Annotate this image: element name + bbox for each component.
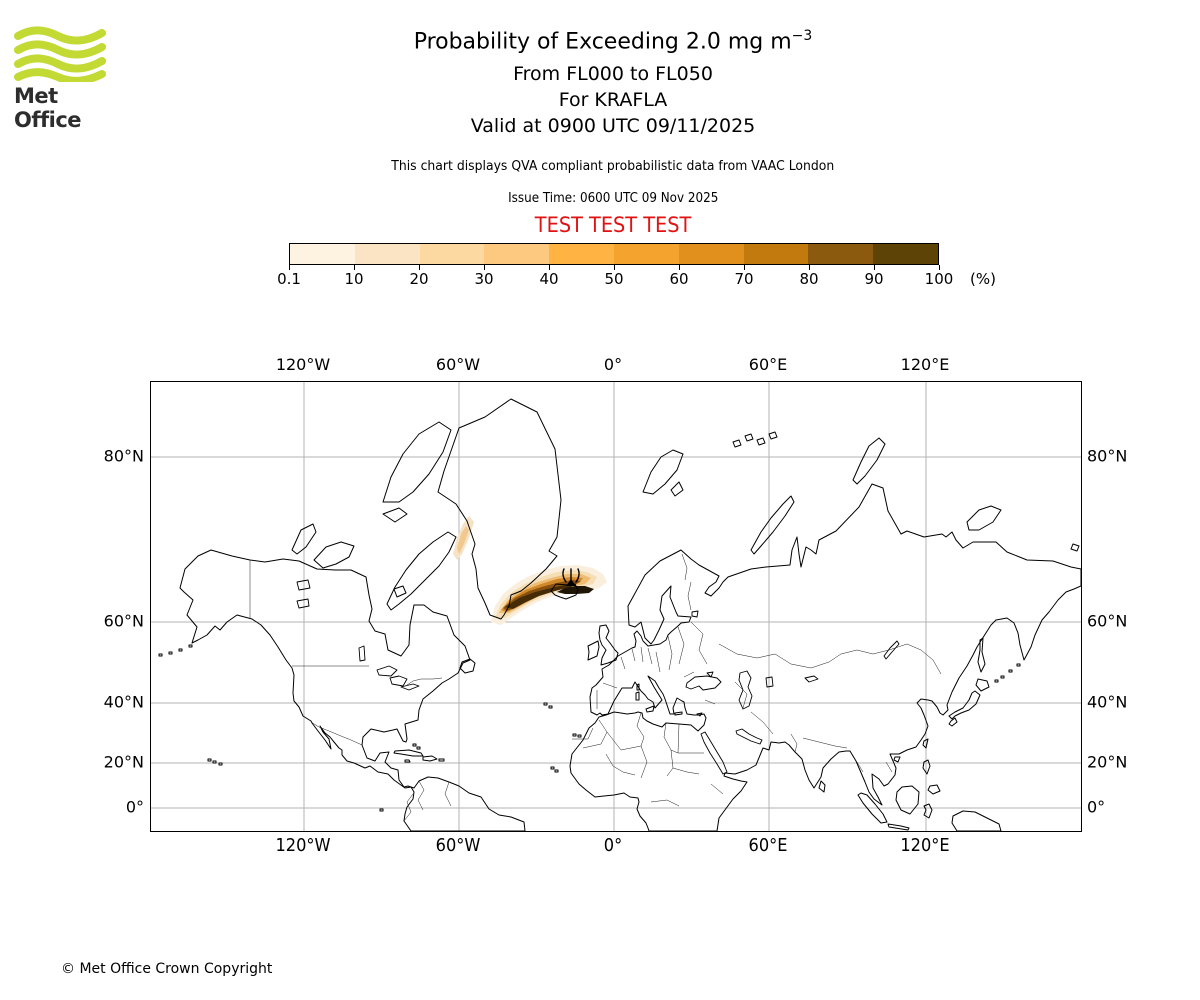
- longitude-label-top: 60°W: [435, 355, 481, 374]
- colorbar-segment: [419, 244, 485, 264]
- colorbar-segment: [354, 244, 420, 264]
- colorbar-tick: [744, 265, 745, 270]
- map-canvas: [151, 382, 1081, 831]
- issue-time: Issue Time: 0600 UTC 09 Nov 2025: [507, 191, 719, 206]
- colorbar-tick: [289, 265, 290, 270]
- colorbar-tick: [679, 265, 680, 270]
- colorbar-tick: [809, 265, 810, 270]
- colorbar-tick-label: 100: [924, 270, 954, 288]
- test-banner: TEST TEST TEST: [534, 213, 692, 237]
- country-borders: [249, 553, 942, 822]
- longitude-label-bottom: 60°W: [435, 835, 481, 856]
- met-office-waves-icon: [14, 26, 106, 82]
- colorbar-tick: [874, 265, 875, 270]
- met-office-wordmark: Met Office: [14, 84, 82, 132]
- subtitle-volcano: For KRAFLA: [558, 89, 668, 111]
- latitude-label-left: 0°: [125, 797, 144, 817]
- colorbar-tick: [549, 265, 550, 270]
- latitude-label-right: 40°N: [1087, 692, 1128, 712]
- colorbar-tick: [614, 265, 615, 270]
- colorbar-tick-label: 90: [864, 270, 884, 288]
- subtitle-valid-time: Valid at 0900 UTC 09/11/2025: [470, 115, 756, 137]
- colorbar-segment: [808, 244, 874, 264]
- colorbar-tick-label: 30: [474, 270, 494, 288]
- colorbar-segment: [290, 244, 355, 264]
- colorbar-unit-label: (%): [970, 270, 996, 288]
- coastlines: [158, 398, 1081, 831]
- colorbar-tick: [354, 265, 355, 270]
- latitude-label-left: 20°N: [103, 752, 144, 772]
- probability-colorbar: [289, 243, 939, 265]
- lakes-and-seas: [296, 579, 900, 775]
- colorbar-tick: [419, 265, 420, 270]
- colorbar-tick-label: 50: [604, 270, 624, 288]
- longitude-label-top: 120°E: [900, 355, 950, 374]
- longitude-label-top: 120°W: [275, 355, 331, 374]
- world-map: [150, 381, 1082, 832]
- copyright-notice: © Met Office Crown Copyright: [61, 961, 273, 977]
- colorbar-tick-label: 40: [539, 270, 559, 288]
- volcano-marker: [562, 568, 580, 586]
- longitude-label-bottom: 120°E: [900, 835, 950, 856]
- colorbar-segment: [873, 244, 938, 264]
- longitude-label-bottom: 0°: [603, 835, 623, 856]
- latitude-label-right: 80°N: [1087, 446, 1128, 466]
- colorbar-tick-label: 10: [344, 270, 364, 288]
- graticule-grid: [151, 382, 1081, 831]
- longitude-label-top: 60°E: [748, 355, 788, 374]
- latitude-label-right: 0°: [1087, 797, 1106, 817]
- page-title: Probability of Exceeding 2.0 mg m−3: [413, 28, 813, 55]
- title-exponent: −3: [791, 28, 813, 44]
- colorbar-tick: [939, 265, 940, 270]
- colorbar-segment: [613, 244, 679, 264]
- colorbar-segment: [743, 244, 809, 264]
- colorbar-tick-label: 80: [799, 270, 819, 288]
- latitude-label-right: 60°N: [1087, 611, 1128, 631]
- colorbar-tick-label: 0.1: [277, 270, 301, 288]
- colorbar-segment: [484, 244, 550, 264]
- met-office-logo: Met Office: [14, 26, 124, 132]
- colorbar-segment: [549, 244, 614, 264]
- colorbar-tick-label: 20: [409, 270, 429, 288]
- colorbar-tick: [484, 265, 485, 270]
- longitude-label-bottom: 120°W: [275, 835, 331, 856]
- latitude-label-left: 40°N: [103, 692, 144, 712]
- chart-description: This chart displays QVA compliant probab…: [391, 158, 835, 174]
- colorbar-tick-label: 60: [669, 270, 689, 288]
- colorbar-segment: [678, 244, 744, 264]
- colorbar-tick-label: 70: [734, 270, 754, 288]
- latitude-label-right: 20°N: [1087, 752, 1128, 772]
- longitude-label-bottom: 60°E: [748, 835, 788, 856]
- longitude-label-top: 0°: [603, 355, 623, 374]
- latitude-label-left: 60°N: [103, 611, 144, 631]
- latitude-label-left: 80°N: [103, 446, 144, 466]
- subtitle-flight-levels: From FL000 to FL050: [513, 63, 713, 85]
